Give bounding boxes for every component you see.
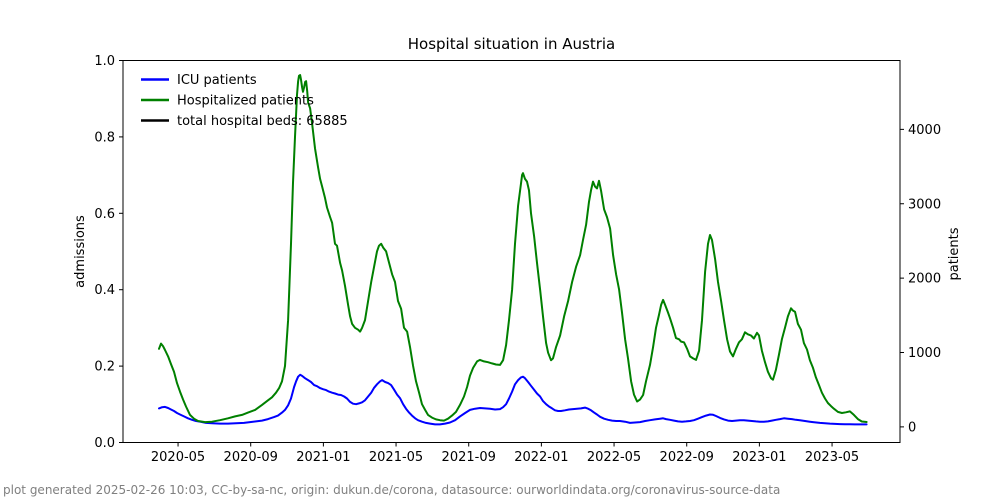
y-left-tick-label: 0.2 <box>94 360 115 375</box>
y-axis-label-right: patients <box>947 227 962 280</box>
x-tick-label: 2022-01 <box>514 450 568 465</box>
x-tick-label: 2021-05 <box>369 450 423 465</box>
hospitalized-patients-line <box>158 74 868 424</box>
legend-label-hospitalized-patients: Hospitalized patients <box>177 94 314 109</box>
y-axis-right-ticks: 0 1000 2000 3000 4000 <box>900 123 941 435</box>
y-axis-label-left: admissions <box>73 215 88 288</box>
y-right-tick-label: 1000 <box>908 346 941 361</box>
chart-title: Hospital situation in Austria <box>408 35 615 53</box>
y-right-tick-label: 2000 <box>908 272 941 287</box>
legend-label-icu-patients: ICU patients <box>177 73 257 88</box>
x-tick-label: 2022-05 <box>587 450 641 465</box>
y-left-tick-label: 0.0 <box>94 436 115 451</box>
y-right-tick-label: 4000 <box>908 123 941 138</box>
x-axis-ticks: 2020-05 2020-09 2021-01 2021-05 2021-09 2022-… <box>151 442 859 465</box>
legend: ICU patients Hospitalized patients total… <box>141 73 348 129</box>
x-tick-label: 2023-01 <box>732 450 786 465</box>
y-left-tick-label: 0.6 <box>94 207 115 222</box>
y-left-tick-label: 0.8 <box>94 130 115 145</box>
x-tick-label: 2022-09 <box>660 450 714 465</box>
x-tick-label: 2021-01 <box>296 450 350 465</box>
y-right-tick-label: 3000 <box>908 197 941 212</box>
y-left-tick-label: 1.0 <box>94 54 115 69</box>
x-tick-label: 2023-05 <box>805 450 859 465</box>
y-left-tick-label: 0.4 <box>94 283 115 298</box>
x-tick-label: 2021-09 <box>442 450 496 465</box>
y-right-tick-label: 0 <box>908 420 916 435</box>
x-tick-label: 2020-09 <box>224 450 278 465</box>
icu-patients-line <box>158 373 868 426</box>
x-tick-label: 2020-05 <box>151 450 205 465</box>
footer-note: plot generated 2025-02-26 10:03, CC-by-s… <box>3 483 781 497</box>
legend-label-total-hospital-beds: total hospital beds: 65885 <box>177 114 348 129</box>
series-lines <box>158 74 868 426</box>
plot-area-border <box>122 60 901 443</box>
y-axis-left-ticks: 0.0 0.2 0.4 0.6 0.8 1.0 <box>94 54 123 451</box>
